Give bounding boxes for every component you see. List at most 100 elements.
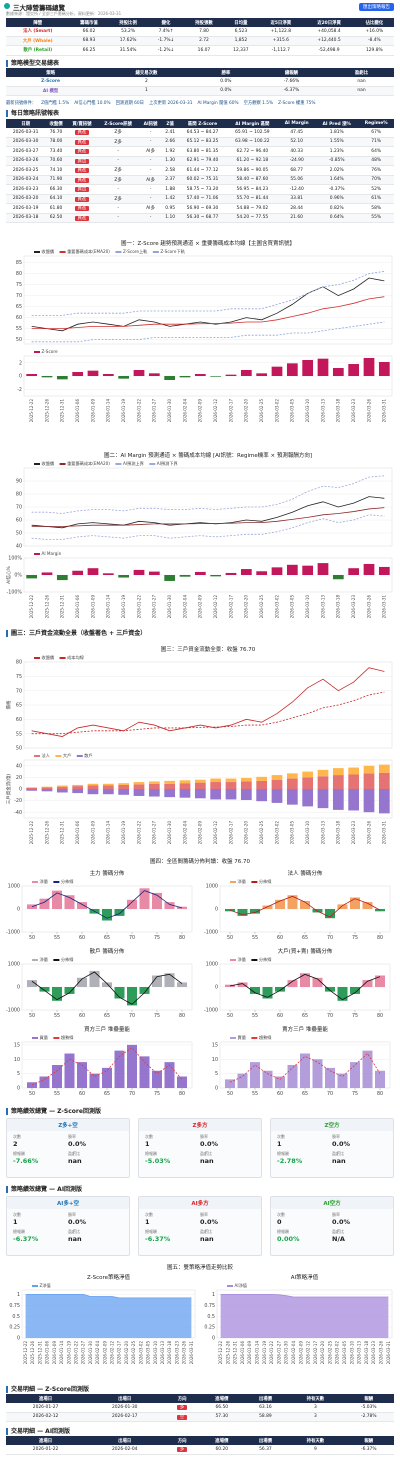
x-tick-label: 70 <box>129 935 135 941</box>
column-header: Z-Score訊號 <box>97 119 140 128</box>
bar <box>177 982 187 987</box>
table-cell: -2.78% <box>343 1412 394 1422</box>
metric-label: 次數 <box>145 1212 153 1217</box>
y-tick-label: 70 <box>16 293 22 299</box>
x-tick-label: 80 <box>179 935 185 941</box>
legend-swatch <box>53 1037 60 1039</box>
table-cell: 買進 <box>66 146 97 157</box>
table-cell: 2026-03-25 <box>6 165 46 176</box>
x-tick-label: 2026-02-25 <box>259 821 264 845</box>
metric-value: -5.03% <box>145 1157 171 1165</box>
bar <box>332 775 344 789</box>
bar <box>56 786 68 789</box>
table-cell: 54.20 ~ 77.55 <box>226 213 279 223</box>
x-tick-label: 2026-03-23 <box>174 1341 179 1365</box>
table-cell: 買進 <box>66 137 97 147</box>
table-cell: 78.00 <box>45 137 67 147</box>
bar <box>332 768 344 776</box>
x-tick-label: 2026-03-23 <box>371 1341 376 1365</box>
bar <box>133 370 145 376</box>
table-cell: 2026-03-27 <box>6 146 46 157</box>
bar <box>240 777 252 782</box>
bar <box>210 789 222 800</box>
y-tick-label: 1 <box>212 1292 215 1298</box>
bar <box>114 909 125 916</box>
table-cell: 62.91 ~ 79.40 <box>178 156 227 166</box>
data-table: 進場日 出場日 方向 進場價 出場價 持有天數 報酬 2026-01-22 2026-02-04… <box>6 1436 394 1455</box>
bar <box>133 789 145 796</box>
bar <box>337 904 348 909</box>
table-cell: 63.98 ~ 100.22 <box>226 137 279 147</box>
table-cell: 空 <box>164 1412 200 1422</box>
table-cell: 61% <box>358 194 394 204</box>
x-tick-label: 70 <box>129 1091 135 1097</box>
table-cell: 2.58 <box>161 165 179 176</box>
y-tick-label: 70 <box>16 505 22 511</box>
table-cell: 58.89 <box>243 1412 288 1422</box>
legend-label: 淨量 <box>40 956 48 963</box>
legend-swatch <box>230 1037 236 1039</box>
bar <box>363 773 375 789</box>
legend-swatch <box>152 251 159 253</box>
y-tick-label: -1000 <box>204 930 218 936</box>
bar <box>362 1050 373 1088</box>
metric-label: 勝率 <box>200 1212 208 1217</box>
export-button[interactable]: 匯出策略報告 <box>359 3 394 11</box>
card-title: AI空方 <box>271 1197 393 1209</box>
bar <box>325 1067 335 1088</box>
column-header: Regime% <box>358 119 394 128</box>
table-cell: Z多 <box>97 194 140 204</box>
table-cell: AI多 <box>139 175 162 185</box>
bar <box>302 777 314 789</box>
table-cell: 55.70 ~ 81.44 <box>226 194 279 204</box>
table-cell: AI多 <box>139 203 162 214</box>
metric-value: 0.0% <box>68 1140 87 1148</box>
y-tick-label: 60 <box>16 315 22 321</box>
table-cell: 買進 <box>66 165 97 176</box>
column-header: 方向 <box>164 1436 200 1445</box>
x-tick-label: 2026-02-20 <box>244 821 249 845</box>
table-cell: 散戶 (Retail) <box>6 45 70 56</box>
x-tick-label: 2026-02-25 <box>259 595 264 619</box>
x-tick-label: 2026-01-14 <box>106 399 111 423</box>
table-cell: 31.54% <box>108 45 148 56</box>
signal-badge: 賣出 <box>74 158 90 164</box>
bar <box>240 569 252 575</box>
table-cell: 2026-01-30 <box>85 1403 165 1413</box>
metric-grid: 次數 1 勝率 0.0% 總報酬 -5.03% 盈虧比 nan <box>139 1131 261 1168</box>
y-tick-label: 50 <box>16 337 22 343</box>
x-tick-label: 2026-02-04 <box>182 595 187 619</box>
y-tick-label: 1000 <box>206 962 218 968</box>
x-tick-label: 2026-01-22 <box>136 595 141 619</box>
bar <box>362 902 373 909</box>
table-cell: 2026-01-22 <box>6 1445 86 1455</box>
bar <box>332 368 344 376</box>
table-row: 2026-03-23 66.30 賣出 - -1.88 58.75 ~ 73.20 56.9… <box>6 184 394 195</box>
signal-badge: 買進 <box>74 149 90 155</box>
column-header: 策略 <box>6 68 96 77</box>
table-cell: 1 <box>95 86 198 96</box>
metric-label: 盈虧比 <box>68 1151 80 1156</box>
table-cell: 64% <box>358 146 394 157</box>
bar <box>164 376 176 380</box>
column-header: 籌碼市值 <box>69 18 109 27</box>
bar <box>225 374 237 376</box>
bar <box>39 898 50 909</box>
bar <box>262 1070 273 1088</box>
x-tick-label: 2026-02-12 <box>213 595 218 619</box>
x-tick-label: 2026-03-05 <box>290 821 295 845</box>
x-tick-label: 2025-12-26 <box>225 1341 230 1365</box>
metric: 次數 1 <box>277 1134 332 1148</box>
x-tick-label: 2026-01-19 <box>121 821 126 845</box>
table-cell: -7.66% <box>253 77 330 87</box>
bar <box>87 370 99 376</box>
bar <box>164 780 176 784</box>
metric-label: 勝率 <box>68 1134 76 1139</box>
column-header: 勝率 <box>197 68 254 77</box>
bar <box>271 366 283 376</box>
bar <box>56 376 68 380</box>
metric-value: -7.66% <box>13 1157 39 1165</box>
x-tick-label: 2026-01-27 <box>276 1341 281 1365</box>
